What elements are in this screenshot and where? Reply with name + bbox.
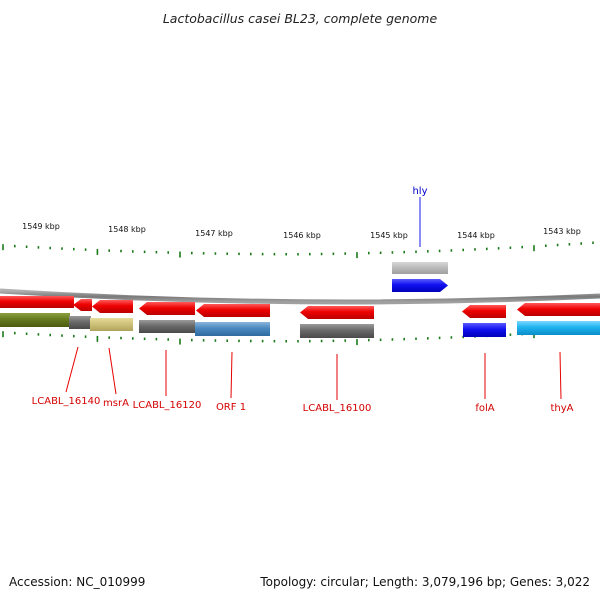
cds-arrow	[300, 306, 374, 319]
label-leaders	[65, 197, 562, 400]
cds-arrow	[517, 303, 600, 316]
feature-block	[392, 262, 448, 274]
cds-arrow	[92, 300, 133, 313]
cds-arrow	[73, 299, 92, 311]
genome-backbone	[0, 288, 600, 305]
feature-block	[195, 322, 270, 336]
ruler-label: 1544 kbp	[457, 231, 495, 240]
cds-arrow	[196, 304, 270, 317]
gene-label: LCABL_16140	[32, 396, 101, 407]
ruler-ticks	[2, 241, 594, 346]
ruler-label: 1548 kbp	[108, 225, 146, 234]
feature-block	[517, 321, 600, 335]
ruler-labels: 1549 kbp 1548 kbp 1547 kbp 1546 kbp 1545 kbp…	[22, 222, 581, 240]
leader-line	[230, 351, 233, 399]
cds-arrow	[139, 302, 195, 315]
feature-block	[90, 318, 133, 331]
leader-line	[65, 346, 79, 393]
gene-label: LCABL_16120	[133, 400, 202, 411]
gene-label: folA	[475, 403, 494, 414]
gene-label: LCABL_16100	[303, 403, 372, 414]
ruler-label: 1549 kbp	[22, 222, 60, 231]
leader-line	[108, 347, 117, 395]
gene-label: msrA	[103, 398, 129, 409]
map-title: Lactobacillus casei BL23, complete genom…	[163, 11, 438, 26]
feature-block	[69, 316, 91, 329]
feature-track	[0, 262, 600, 338]
feature-block	[300, 324, 374, 338]
feature-block	[0, 313, 70, 327]
ruler-label: 1543 kbp	[543, 227, 581, 236]
ruler-label: 1547 kbp	[195, 229, 233, 238]
ruler-label: 1546 kbp	[283, 231, 321, 240]
feature-block	[139, 320, 195, 333]
gene-labels: LCABL_16140 msrA LCABL_16120 ORF 1 LCABL_161…	[32, 186, 574, 414]
summary-text: Topology: circular; Length: 3,079,196 bp…	[259, 575, 590, 589]
gene-label: thyA	[550, 403, 573, 414]
ruler-label: 1545 kbp	[370, 231, 408, 240]
cds-arrow	[462, 305, 506, 318]
cds-arrow	[392, 279, 448, 292]
leader-line	[559, 351, 562, 400]
accession-text: Accession: NC_010999	[9, 575, 145, 589]
cds-arrow	[0, 296, 74, 308]
gene-label: hly	[412, 186, 427, 197]
feature-block	[463, 323, 506, 337]
gene-label: ORF 1	[216, 402, 246, 413]
